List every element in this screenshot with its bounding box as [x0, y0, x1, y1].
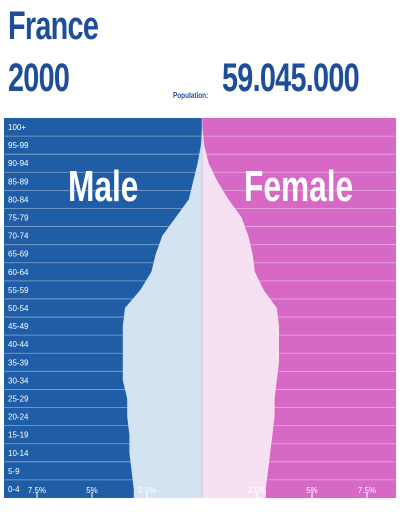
age-label: 70-74: [8, 232, 29, 241]
age-label: 100+: [8, 123, 26, 132]
age-label: 45-49: [8, 322, 29, 331]
age-label: 85-89: [8, 177, 29, 186]
tick-label: 7.5%: [28, 486, 46, 495]
age-labels: 0-4 5-9 10-14 15-19 20-24 25-29 30-34 35-39 40-4…: [8, 123, 29, 494]
male-label: Male: [68, 162, 138, 211]
age-label: 50-54: [8, 304, 29, 313]
age-label: 80-84: [8, 195, 29, 204]
age-label: 15-19: [8, 431, 29, 440]
female-distribution-shape: [202, 118, 279, 498]
year-title: 2000: [8, 56, 70, 100]
age-label: 5-9: [8, 467, 20, 476]
tick-label: 2.5%: [138, 486, 156, 495]
tick-label: 5%: [306, 486, 318, 495]
population-value: 59.045.000: [222, 56, 360, 100]
tick-label: 5%: [86, 486, 98, 495]
age-label: 40-44: [8, 340, 29, 349]
age-label: 10-14: [8, 449, 29, 458]
age-label: 20-24: [8, 413, 29, 422]
x-ticks: 7.5% 5% 2.5% 2.5% 5% 7.5%: [28, 486, 376, 498]
age-label: 30-34: [8, 376, 29, 385]
age-label: 65-69: [8, 250, 29, 259]
country-title: France: [8, 4, 99, 48]
age-label: 55-59: [8, 286, 29, 295]
age-label: 0-4: [8, 485, 20, 494]
tick-label: 7.5%: [358, 486, 376, 495]
age-label: 25-29: [8, 394, 29, 403]
age-label: 95-99: [8, 141, 29, 150]
tick-label: 2.5%: [248, 486, 266, 495]
female-label: Female: [244, 162, 353, 211]
age-label: 90-94: [8, 159, 29, 168]
population-label: Population:: [173, 91, 209, 100]
age-label: 60-64: [8, 268, 29, 277]
male-distribution-shape: [122, 118, 202, 498]
age-label: 35-39: [8, 358, 29, 367]
age-label: 75-79: [8, 214, 29, 223]
